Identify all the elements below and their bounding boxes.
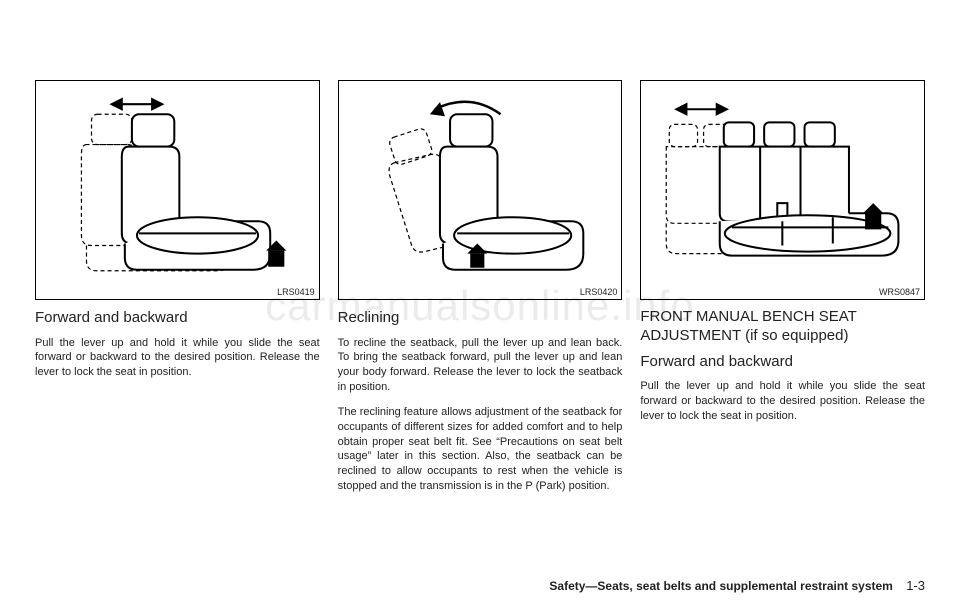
bench-seat-icon <box>641 81 924 299</box>
heading-forward-backward-2: Forward and backward <box>640 352 925 372</box>
column-3: WRS0847 FRONT MANUAL BENCH SEAT ADJUSTME… <box>640 80 925 504</box>
body-text-1-1: Pull the lever up and hold it while you … <box>35 336 320 381</box>
seat-recline-icon <box>339 81 622 299</box>
body-text-2-1: To recline the seatback, pull the lever … <box>338 336 623 395</box>
figure-label-2: LRS0420 <box>580 287 618 297</box>
seat-slide-icon <box>36 81 319 299</box>
page-footer: Safety—Seats, seat belts and supplementa… <box>549 578 925 593</box>
column-2: LRS0420 Reclining To recline the seatbac… <box>338 80 623 504</box>
content-columns: LRS0419 Forward and backward Pull the le… <box>35 80 925 504</box>
figure-label-1: LRS0419 <box>277 287 315 297</box>
figure-bench-seat: WRS0847 <box>640 80 925 300</box>
body-text-3-1: Pull the lever up and hold it while you … <box>640 379 925 424</box>
figure-label-3: WRS0847 <box>879 287 920 297</box>
footer-page-number: 1-3 <box>906 578 925 593</box>
figure-seat-reclining: LRS0420 <box>338 80 623 300</box>
heading-forward-backward-1: Forward and backward <box>35 308 320 328</box>
column-1: LRS0419 Forward and backward Pull the le… <box>35 80 320 504</box>
heading-bench-seat-adjustment: FRONT MANUAL BENCH SEAT ADJUSTMENT (if s… <box>640 308 925 346</box>
figure-seat-forward-backward: LRS0419 <box>35 80 320 300</box>
body-text-2-2: The reclining feature allows adjustment … <box>338 405 623 494</box>
heading-reclining: Reclining <box>338 308 623 328</box>
footer-chapter: Safety—Seats, seat belts and supplementa… <box>549 579 892 593</box>
